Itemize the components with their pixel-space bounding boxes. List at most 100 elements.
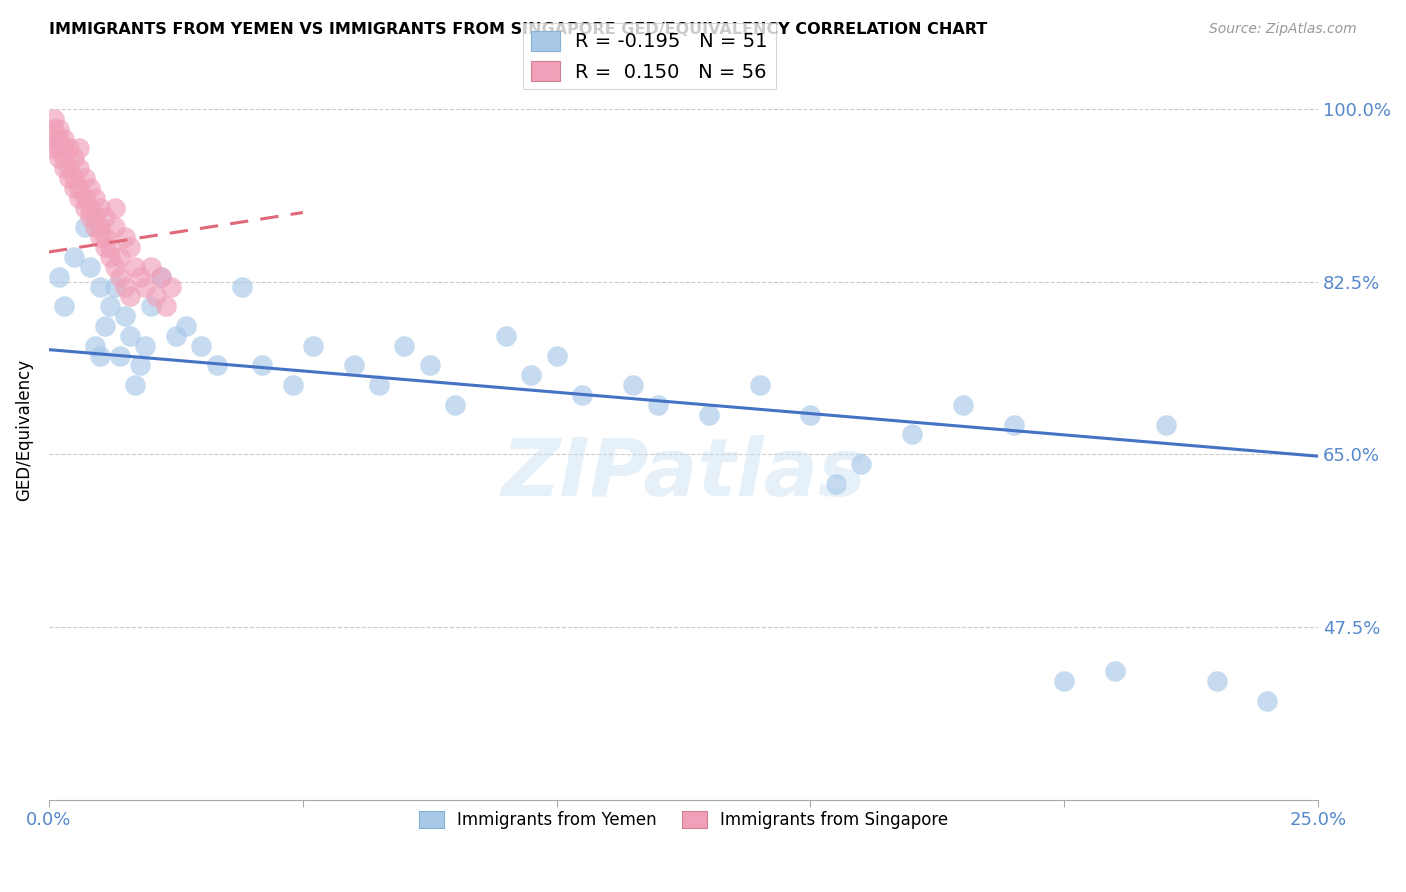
Point bbox=[94, 230, 117, 244]
Point bbox=[67, 181, 90, 195]
Point bbox=[48, 141, 70, 155]
Point bbox=[67, 141, 90, 155]
Point bbox=[1002, 417, 1025, 432]
Point bbox=[89, 279, 111, 293]
Point bbox=[73, 220, 96, 235]
Point bbox=[444, 398, 467, 412]
Point bbox=[53, 141, 76, 155]
Point bbox=[58, 171, 80, 186]
Point bbox=[98, 299, 121, 313]
Point bbox=[108, 250, 131, 264]
Point bbox=[159, 279, 181, 293]
Point bbox=[63, 151, 86, 165]
Point bbox=[79, 211, 101, 225]
Point bbox=[73, 171, 96, 186]
Point bbox=[149, 269, 172, 284]
Point bbox=[94, 318, 117, 333]
Point bbox=[139, 299, 162, 313]
Point bbox=[129, 359, 152, 373]
Point bbox=[89, 349, 111, 363]
Point bbox=[190, 339, 212, 353]
Point bbox=[63, 171, 86, 186]
Point bbox=[174, 318, 197, 333]
Point bbox=[134, 279, 156, 293]
Point bbox=[108, 269, 131, 284]
Point bbox=[120, 289, 142, 303]
Point bbox=[89, 220, 111, 235]
Point bbox=[58, 161, 80, 175]
Point bbox=[53, 151, 76, 165]
Point bbox=[67, 191, 90, 205]
Point bbox=[120, 328, 142, 343]
Point bbox=[42, 121, 65, 136]
Point bbox=[302, 339, 325, 353]
Point bbox=[79, 201, 101, 215]
Point bbox=[342, 359, 364, 373]
Point bbox=[42, 141, 65, 155]
Point bbox=[748, 378, 770, 392]
Point bbox=[98, 250, 121, 264]
Point bbox=[104, 279, 127, 293]
Point bbox=[114, 309, 136, 323]
Point bbox=[697, 408, 720, 422]
Point bbox=[63, 181, 86, 195]
Text: Source: ZipAtlas.com: Source: ZipAtlas.com bbox=[1209, 22, 1357, 37]
Point bbox=[104, 220, 127, 235]
Point bbox=[149, 269, 172, 284]
Point bbox=[134, 339, 156, 353]
Point bbox=[79, 260, 101, 274]
Text: ZIPatlas: ZIPatlas bbox=[501, 435, 866, 513]
Point bbox=[824, 476, 846, 491]
Point bbox=[67, 161, 90, 175]
Point bbox=[281, 378, 304, 392]
Point bbox=[114, 279, 136, 293]
Point bbox=[901, 427, 924, 442]
Point bbox=[231, 279, 253, 293]
Point bbox=[1205, 674, 1227, 689]
Point bbox=[79, 181, 101, 195]
Point bbox=[89, 230, 111, 244]
Point bbox=[621, 378, 644, 392]
Point bbox=[165, 328, 187, 343]
Point bbox=[129, 269, 152, 284]
Point bbox=[419, 359, 441, 373]
Point bbox=[124, 378, 146, 392]
Point bbox=[48, 269, 70, 284]
Point bbox=[53, 131, 76, 145]
Point bbox=[571, 388, 593, 402]
Point bbox=[48, 151, 70, 165]
Point bbox=[952, 398, 974, 412]
Point bbox=[250, 359, 273, 373]
Legend: Immigrants from Yemen, Immigrants from Singapore: Immigrants from Yemen, Immigrants from S… bbox=[412, 804, 955, 836]
Y-axis label: GED/Equivalency: GED/Equivalency bbox=[15, 359, 32, 500]
Point bbox=[83, 211, 105, 225]
Point bbox=[145, 289, 167, 303]
Point bbox=[58, 141, 80, 155]
Point bbox=[48, 121, 70, 136]
Point bbox=[53, 161, 76, 175]
Point bbox=[104, 201, 127, 215]
Point bbox=[1053, 674, 1076, 689]
Point bbox=[139, 260, 162, 274]
Point bbox=[73, 191, 96, 205]
Point bbox=[647, 398, 669, 412]
Point bbox=[53, 299, 76, 313]
Point bbox=[495, 328, 517, 343]
Point bbox=[42, 112, 65, 126]
Point bbox=[83, 220, 105, 235]
Point bbox=[94, 211, 117, 225]
Point bbox=[42, 131, 65, 145]
Point bbox=[394, 339, 416, 353]
Point bbox=[546, 349, 568, 363]
Point bbox=[108, 349, 131, 363]
Point bbox=[73, 201, 96, 215]
Point bbox=[799, 408, 821, 422]
Point bbox=[205, 359, 228, 373]
Point bbox=[1256, 694, 1278, 708]
Point bbox=[114, 230, 136, 244]
Point bbox=[48, 131, 70, 145]
Point bbox=[520, 368, 543, 383]
Point bbox=[124, 260, 146, 274]
Point bbox=[851, 457, 873, 471]
Point bbox=[155, 299, 177, 313]
